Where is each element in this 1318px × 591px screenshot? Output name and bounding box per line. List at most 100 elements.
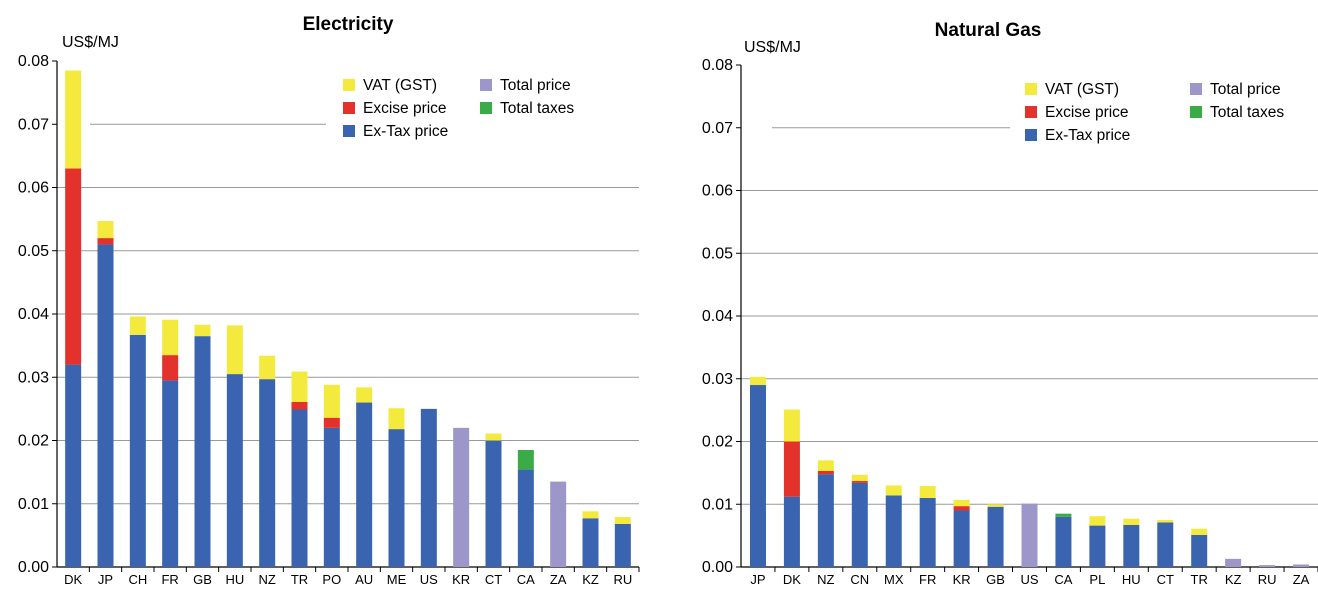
x-tick-label: FR [161,572,178,587]
bar-excise-kr [953,506,970,511]
bar-extax-hu [1123,524,1140,567]
x-tick-label: DK [64,572,82,587]
y-tick-label: 0.07 [702,120,733,137]
x-tick-label: KZ [582,572,599,587]
bar-vat-gb [194,324,211,337]
y-tick-label: 0.01 [702,496,733,513]
bar-total_price-kz [1225,558,1242,567]
y-tick-label: 0.04 [702,308,733,325]
bar-vat-jp [749,376,766,386]
bar-extax-nz [817,474,834,567]
bar-vat-gb [987,504,1004,507]
bar-extax-tr [1191,534,1208,567]
bar-vat-ch [129,316,146,335]
bar-vat-tr [291,371,308,402]
bar-vat-me [388,408,405,430]
bar-total_price-us [1021,503,1038,567]
y-tick-label: 0.02 [18,433,49,450]
legend-label-extax: Ex-Tax price [363,123,448,140]
bar-vat-kz [582,511,599,519]
chart-title: Electricity [303,14,394,35]
bar-total_price-kr [453,427,470,567]
legend-swatch-extax [1025,129,1037,141]
legend-label-excise: Excise price [363,100,447,117]
bar-vat-po [323,384,340,418]
bar-extax-au [356,402,373,567]
x-tick-label: JP [98,572,113,587]
x-tick-label: RU [613,572,632,587]
y-axis-unit-label: US$/MJ [744,39,801,56]
x-tick-label: HU [225,572,244,587]
x-tick-label: TR [291,572,308,587]
bar-extax-ca [1055,516,1072,567]
x-tick-label: CN [850,572,869,587]
y-tick-label: 0.00 [18,559,49,576]
x-tick-label: KR [452,572,470,587]
bar-vat-dk [783,409,800,442]
legend-swatch-excise [343,102,355,114]
legend-swatch-extax [343,125,355,137]
bar-excise-cn [851,481,868,483]
bar-extax-gb [194,336,211,567]
x-tick-label: CH [128,572,147,587]
x-tick-label: ZA [1293,572,1310,587]
bar-extax-pl [1089,525,1106,567]
bar-vat-dk [65,70,82,169]
x-tick-label: CA [1054,572,1072,587]
bar-extax-us [420,408,437,567]
legend-label-total_price: Total price [500,77,571,94]
x-tick-label: US [1020,572,1038,587]
bar-vat-hu [1123,518,1140,525]
bar-extax-nz [259,379,276,567]
bar-total_taxes-ca [1055,513,1072,517]
legend-swatch-total_taxes [1190,106,1202,118]
legend-label-total_taxes: Total taxes [1210,104,1284,121]
legend-swatch-excise [1025,106,1037,118]
x-tick-label: PL [1089,572,1105,587]
bar-extax-ca [517,469,534,567]
bar-excise-po [323,417,340,428]
bar-excise-dk [783,441,800,497]
bar-vat-nz [259,355,276,380]
x-tick-label: CA [517,572,535,587]
y-tick-label: 0.03 [18,369,49,386]
bar-extax-fr [919,497,936,567]
bar-vat-hu [226,325,243,375]
x-tick-label: GB [193,572,212,587]
bar-vat-ru [614,517,631,524]
x-tick-label: NZ [258,572,275,587]
bar-extax-po [323,427,340,567]
bar-extax-mx [885,495,902,567]
x-tick-label: AU [355,572,373,587]
x-tick-label: ME [387,572,407,587]
bar-vat-cn [851,474,868,482]
bar-excise-jp [97,238,114,245]
y-axis-unit-label: US$/MJ [62,34,119,51]
x-tick-label: TR [1191,572,1208,587]
x-tick-label: CT [1157,572,1174,587]
bar-extax-kz [582,518,599,567]
legend-label-vat: VAT (GST) [1045,81,1119,98]
bar-vat-tr [1191,528,1208,535]
y-tick-label: 0.05 [702,245,733,262]
bar-vat-kr [953,499,970,507]
legend-label-excise: Excise price [1045,104,1129,121]
y-tick-label: 0.08 [702,57,733,74]
y-tick-label: 0.03 [702,371,733,388]
bar-extax-tr [291,409,308,567]
bar-vat-ct [1157,519,1174,523]
x-tick-label: GB [986,572,1005,587]
legend-label-total_taxes: Total taxes [500,100,574,117]
bar-extax-jp [749,385,766,567]
y-tick-label: 0.05 [18,243,49,260]
y-tick-label: 0.08 [18,53,49,70]
x-tick-label: RU [1258,572,1277,587]
bar-extax-cn [851,482,868,567]
legend-label-vat: VAT (GST) [363,77,437,94]
bar-total_taxes-ca [517,449,534,470]
bar-extax-jp [97,244,114,568]
legend-label-total_price: Total price [1210,81,1281,98]
y-tick-label: 0.01 [18,496,49,513]
x-tick-label: ZA [550,572,567,587]
